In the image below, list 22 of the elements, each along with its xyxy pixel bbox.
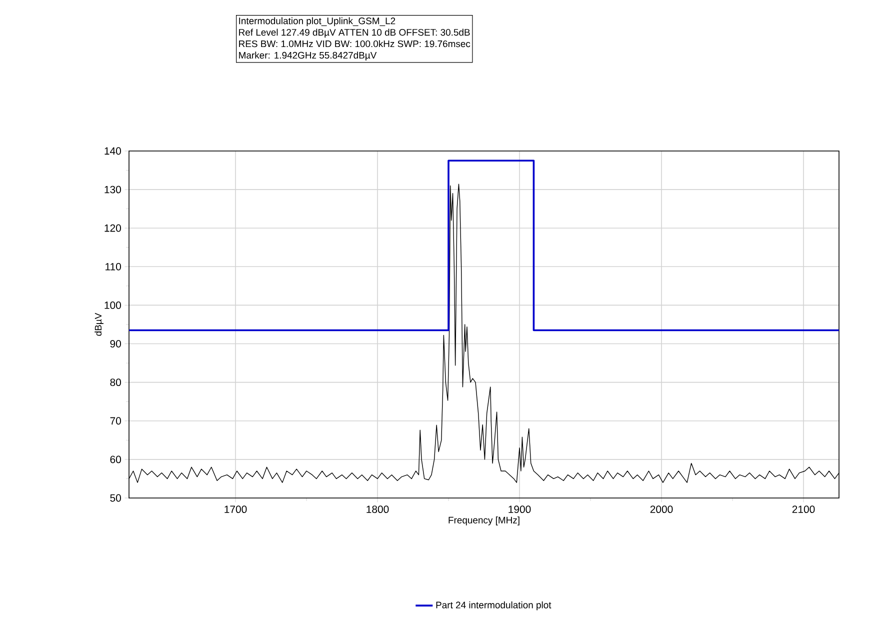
y-axis-title: dBµV: [94, 312, 104, 336]
text: RES BW: 1.0MHz VID BW: 100.0kHz SWP: 19.76msec: [239, 40, 470, 48]
text: Marker: 1.942GHz 55.8427dBµV: [239, 52, 377, 60]
y-tick-label: 100: [104, 302, 121, 309]
x-tick-label: 1800: [366, 506, 389, 514]
text: Ref Level 127.49 dBµV ATTEN 10 dB OFFSET: 30.5dB: [239, 28, 470, 38]
y-tick-label: 50: [110, 494, 121, 502]
y-tick-label: 80: [110, 378, 121, 386]
x-tick-label: 1700: [224, 506, 247, 514]
x-tick-label: 2100: [792, 506, 815, 514]
y-tick-label: 140: [104, 147, 121, 155]
x-axis-title: Frequency [MHz]: [448, 516, 520, 526]
y-tick-label: 60: [110, 456, 121, 464]
y-tick-label: 110: [106, 262, 121, 270]
x-tick-label: 1900: [508, 506, 531, 514]
x-tick-label: 2000: [650, 506, 673, 514]
legend-label: Part 24 intermodulation plot: [436, 601, 552, 610]
y-tick-label: 90: [110, 340, 121, 348]
y-tick-label: 120: [104, 224, 121, 232]
y-tick-label: 70: [110, 417, 121, 425]
text: Intermodulation plot_Uplink_GSM_L2: [239, 17, 396, 26]
y-tick-label: 130: [104, 186, 121, 194]
